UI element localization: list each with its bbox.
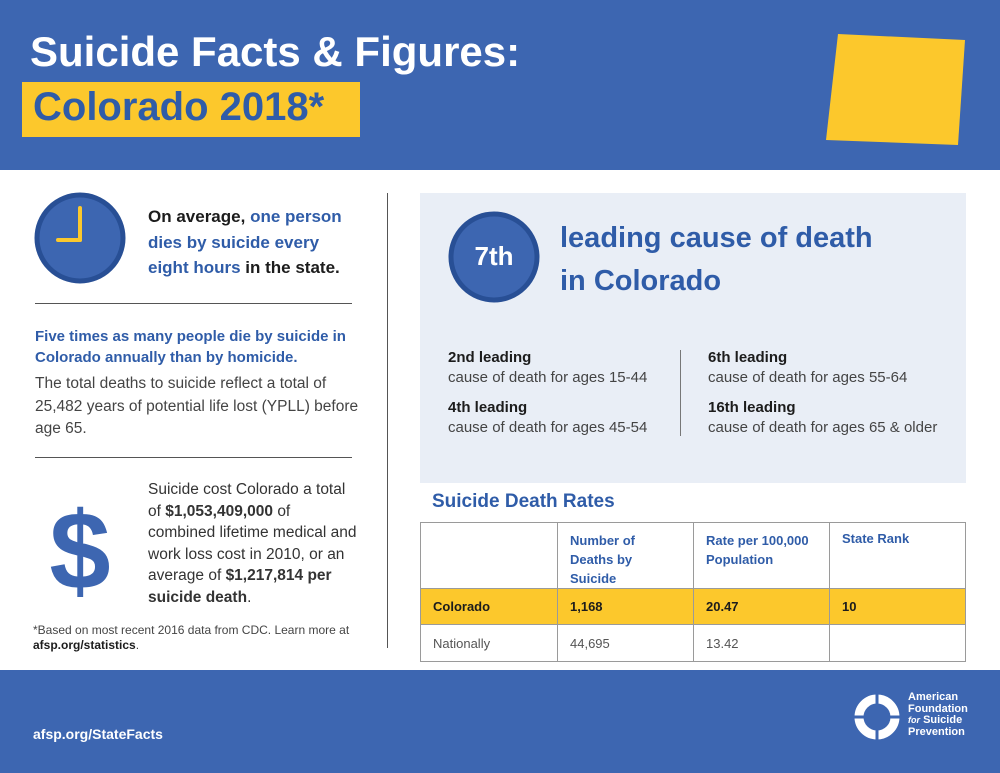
cell: 44,695 xyxy=(557,624,694,662)
rank: 2nd leading xyxy=(448,349,532,366)
text: On average, xyxy=(148,207,246,226)
divider xyxy=(680,350,681,436)
title: Suicide Facts & Figures: xyxy=(30,28,521,75)
cell xyxy=(829,624,966,662)
text: cause of death for ages 55-64 xyxy=(708,369,908,386)
divider xyxy=(35,303,352,304)
cell xyxy=(420,522,558,589)
clock-icon xyxy=(34,192,126,284)
text: *Based on most recent 2016 data from CDC… xyxy=(33,623,350,637)
logo-word: Suicide xyxy=(923,714,963,726)
rank: 4th leading xyxy=(448,399,528,416)
row: Nationally 44,695 13.42 xyxy=(420,624,966,662)
rates-table: Number of Deaths by Suicide Rate per 100… xyxy=(420,522,966,662)
logo-line: American xyxy=(908,691,959,703)
link[interactable]: afsp.org/statistics xyxy=(33,638,136,652)
cell: 1,168 xyxy=(557,588,694,625)
badge-text: 7th xyxy=(474,241,514,271)
text: of combined lifetime medical and work lo… xyxy=(148,502,357,585)
logo-word: for xyxy=(908,715,920,725)
homicide-headline: Five times as many people die by suicide… xyxy=(35,328,346,366)
column-header: Rate per 100,000 Population xyxy=(693,522,830,589)
text: cause of death for ages 15-44 xyxy=(448,369,648,386)
logo-line: for Suicide xyxy=(908,714,968,727)
rank-item: 4th leading cause of death for ages 45-54 xyxy=(448,398,647,438)
text: Suicide cost Colorado a total of xyxy=(148,481,346,520)
rank: 6th leading xyxy=(708,349,788,366)
state-shape xyxy=(826,34,965,145)
amount: $1,217,814 per suicide death xyxy=(148,567,332,606)
subtitle-box xyxy=(22,82,360,137)
homicide-text: The total deaths to suicide reflect a to… xyxy=(35,375,359,437)
header: Suicide Facts & Figures: Colorado 2018* xyxy=(0,0,1000,170)
rank: 16th leading xyxy=(708,399,796,416)
footer: afsp.org/StateFacts American Foundation … xyxy=(0,670,1000,773)
footer-url[interactable]: afsp.org/StateFacts xyxy=(33,726,163,742)
column-header: State Rank xyxy=(829,522,966,589)
title-line: leading cause of death xyxy=(560,222,873,254)
rank-badge xyxy=(448,211,540,303)
cell: 10 xyxy=(829,588,966,625)
row: Colorado 1,168 20.47 10 xyxy=(420,588,966,625)
logo-line: Prevention xyxy=(908,725,965,738)
cell: 20.47 xyxy=(693,588,830,625)
amount: $1,053,409,000 xyxy=(165,502,273,520)
text: . xyxy=(135,638,140,652)
highlight: dies by suicide every xyxy=(148,232,320,252)
svg-text:$: $ xyxy=(49,495,110,600)
text: . xyxy=(247,588,252,606)
highlight: one person xyxy=(250,207,342,226)
title-line: in Colorado xyxy=(560,265,722,297)
cell: 13.42 xyxy=(693,624,830,662)
footnote: *Based on most recent 2016 data from CDC… xyxy=(33,623,363,653)
cell: Colorado xyxy=(420,588,558,625)
text: in the state. xyxy=(245,258,340,277)
table-title: Suicide Death Rates xyxy=(432,491,615,512)
text: cause of death for ages 65 & older xyxy=(708,419,938,436)
rank-title: leading cause of death in Colorado xyxy=(560,217,873,303)
dollar-icon: $ xyxy=(49,495,110,600)
cost-text: Suicide cost Colorado a total of $1,053,… xyxy=(148,479,358,608)
subtitle: Colorado 2018* xyxy=(33,85,325,129)
rank-item: 6th leading cause of death for ages 55-64 xyxy=(708,348,907,388)
logo-icon xyxy=(854,694,900,740)
rank-item: 16th leading cause of death for ages 65 &… xyxy=(708,398,937,438)
header-row: Number of Deaths by Suicide Rate per 100… xyxy=(420,522,966,589)
summary-line: On average, one person xyxy=(148,204,342,230)
cell: Nationally xyxy=(420,624,558,662)
summary: On average, one person dies by suicide e… xyxy=(148,204,342,281)
summary-line: eight hours in the state. xyxy=(148,255,342,281)
divider xyxy=(35,457,352,458)
column-header: Number of Deaths by Suicide xyxy=(557,522,694,589)
rank-item: 2nd leading cause of death for ages 15-44 xyxy=(448,348,647,388)
text: cause of death for ages 45-54 xyxy=(448,419,648,436)
column-divider xyxy=(387,193,388,648)
rank-panel: 7th leading cause of death in Colorado 2… xyxy=(420,193,966,483)
highlight: eight hours xyxy=(148,258,241,277)
logo-line: Foundation xyxy=(908,702,968,715)
logo-text: American Foundation for Suicide Preventi… xyxy=(908,691,968,738)
